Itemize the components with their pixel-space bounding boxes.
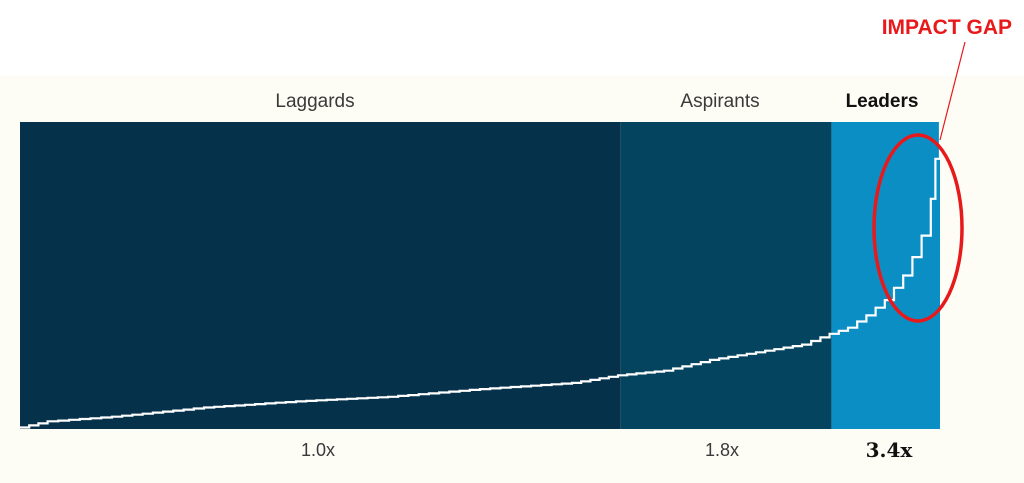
impact-gap-pointer bbox=[939, 41, 966, 141]
segment-label-laggards: Laggards bbox=[275, 91, 355, 112]
multiplier-label-aspirants: 1.8x bbox=[704, 440, 740, 460]
segment-label-aspirants: Aspirants bbox=[680, 91, 760, 112]
multiplier-label-leaders: 3.4x bbox=[865, 438, 913, 462]
segment-band-leaders bbox=[831, 122, 940, 429]
distribution-line bbox=[20, 122, 942, 429]
segment-band-aspirants bbox=[620, 122, 832, 429]
segment-label-leaders: Leaders bbox=[845, 91, 919, 112]
impact-gap-annotation: IMPACT GAP bbox=[881, 16, 1012, 39]
segment-band-laggards bbox=[20, 122, 621, 429]
multiplier-label-laggards: 1.0x bbox=[300, 440, 336, 460]
impact-gap-circle bbox=[872, 133, 964, 323]
